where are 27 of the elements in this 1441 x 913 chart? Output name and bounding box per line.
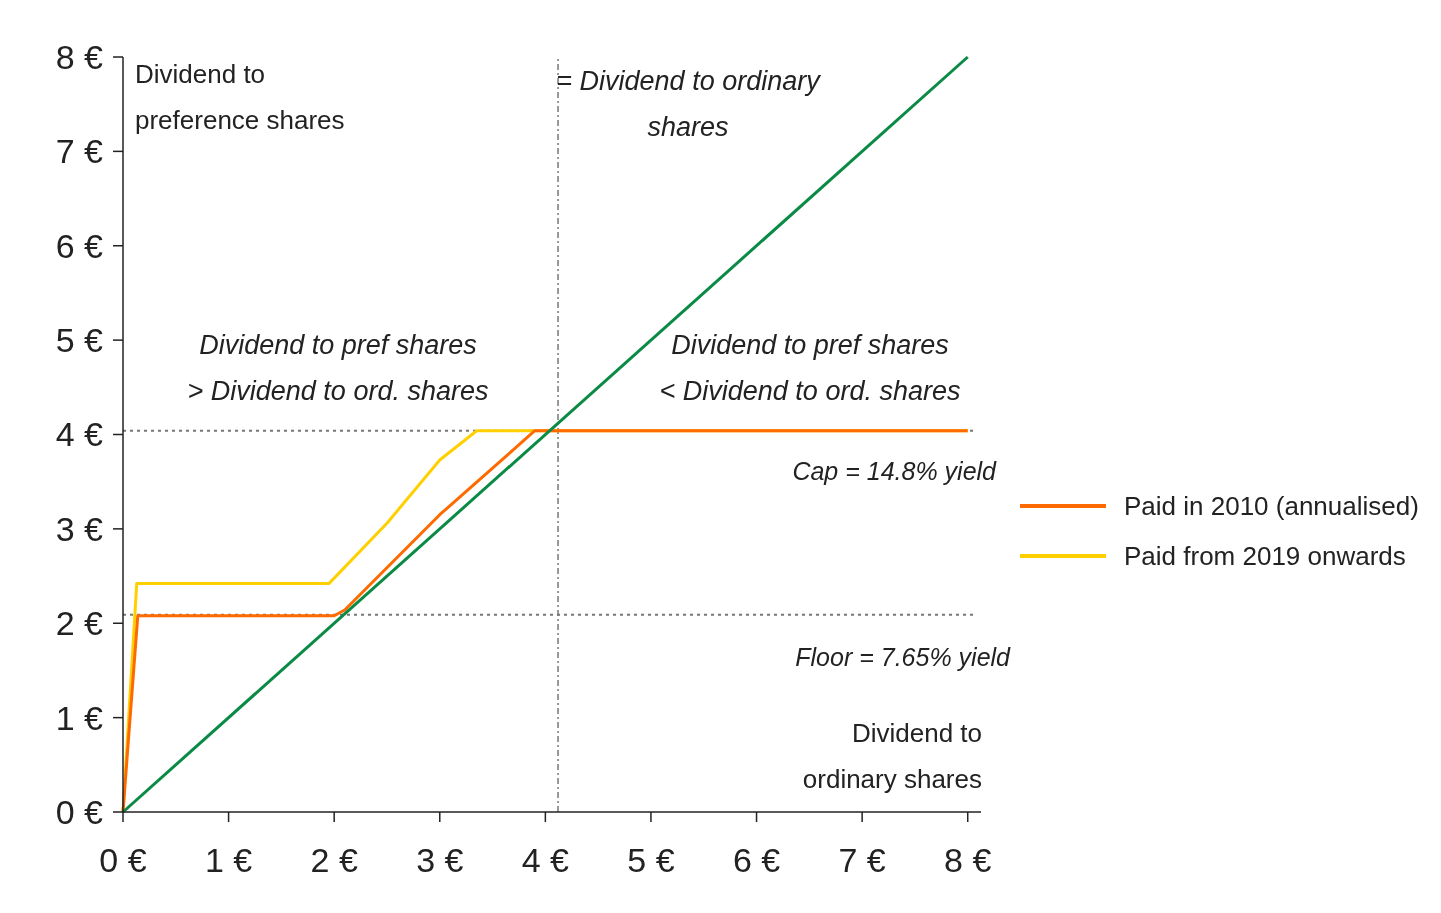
x-tick-label: 2 €	[310, 841, 358, 879]
annotation: Cap = 14.8% yield	[792, 457, 998, 485]
x-tick-label: 3 €	[416, 841, 464, 879]
x-tick-label: 4 €	[521, 841, 570, 879]
x-tick-label: 7 €	[838, 841, 886, 879]
annotation: Floor = 7.65% yield	[795, 643, 1012, 671]
y-tick-label: 8 €	[55, 37, 104, 76]
y-tick-label: 4 €	[55, 415, 104, 454]
legend-label: Paid from 2019 onwards	[1124, 541, 1406, 571]
y-tick-label: 5 €	[55, 321, 104, 360]
x-tick-label: 0 €	[99, 841, 147, 879]
y-tick-label: 2 €	[55, 604, 104, 643]
x-tick-label: 8 €	[944, 841, 992, 879]
y-tick-label: 3 €	[55, 509, 104, 548]
y-tick-label: 1 €	[55, 698, 104, 737]
x-tick-label: 5 €	[627, 841, 675, 879]
annotation: Dividend to pref shares < Dividend to ord. shares	[659, 330, 961, 406]
y-tick-label: 0 €	[55, 792, 104, 831]
x-tick-label: 1 €	[204, 841, 253, 879]
annotation: Dividend to pref shares > Dividend to ord. shares	[187, 330, 489, 406]
y-tick-label: 7 €	[55, 132, 104, 171]
legend-label: Paid in 2010 (annualised)	[1124, 491, 1419, 521]
annotation: = Dividend to ordinary shares	[556, 66, 822, 142]
x-tick-label: 6 €	[732, 841, 781, 879]
y-axis-title: Dividend to preference shares	[135, 59, 345, 135]
x-axis-title: Dividend to ordinary shares	[802, 718, 982, 794]
y-tick-label: 6 €	[55, 226, 104, 265]
